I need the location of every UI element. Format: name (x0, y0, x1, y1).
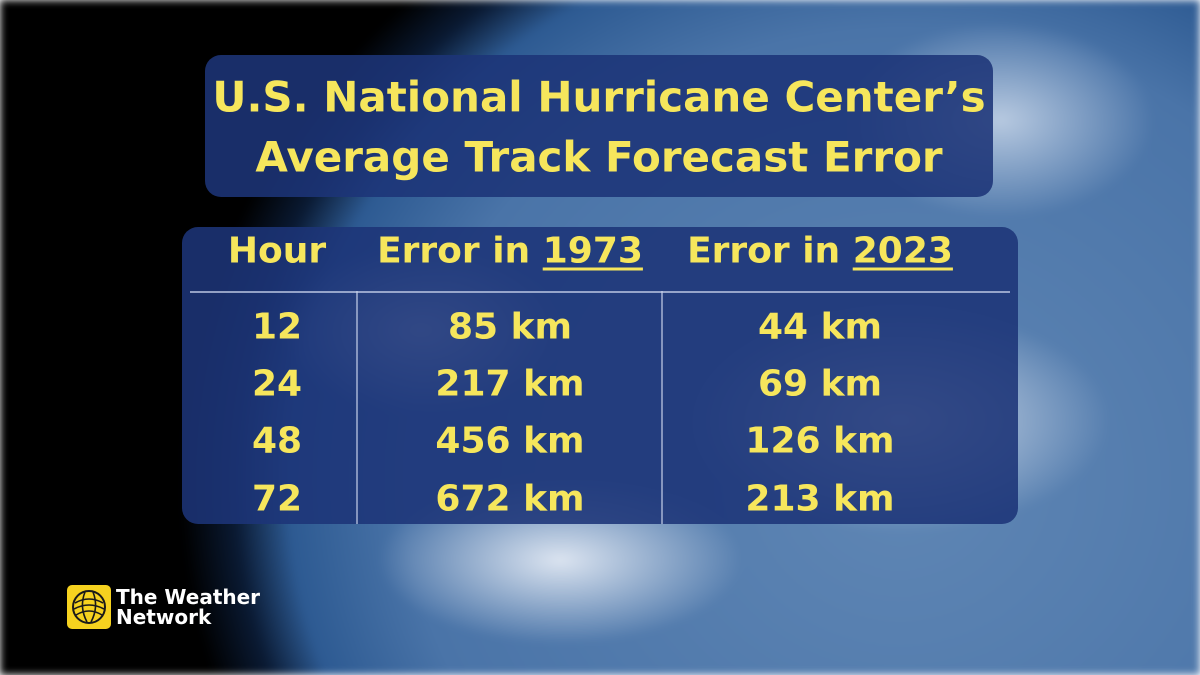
table-cell: 456 km (435, 420, 585, 462)
header-year: 1973 (542, 230, 643, 272)
header-text: Error in (377, 230, 531, 272)
table-cell: 672 km (435, 478, 585, 520)
column-header: Error in 1973 (377, 231, 643, 272)
table-cell: 44 km (757, 306, 883, 348)
title-line: U.S. National Hurricane Center’s (212, 72, 986, 122)
title-box: U.S. National Hurricane Center’s Average… (205, 55, 993, 197)
table-cell: 12 (251, 306, 303, 348)
logo-icon (67, 585, 111, 629)
table-cell: 69 km (757, 363, 883, 405)
header-divider (190, 291, 1010, 293)
header-year: 2023 (852, 230, 953, 272)
header-text: Hour (227, 230, 327, 272)
table-cell: 126 km (745, 420, 895, 462)
table-cell: 85 km (447, 306, 573, 348)
table-cell: 213 km (745, 478, 895, 520)
column-divider (661, 291, 663, 524)
logo-globe (72, 590, 106, 624)
table-cell: 24 (251, 363, 303, 405)
logo-text: The Weather (116, 585, 261, 609)
table-cell: 48 (251, 420, 303, 462)
header-text: Error in (687, 230, 841, 272)
logo-text: Network (116, 605, 212, 629)
table-cell: 217 km (435, 363, 585, 405)
column-header: Hour (228, 231, 326, 272)
table: Hour Error in 1973 Error in 2023 12 85 km 44 … (182, 227, 1018, 524)
table-cell: 72 (251, 478, 303, 520)
column-header: Error in 2023 (687, 231, 953, 272)
title-line: Average Track Forecast Error (255, 132, 943, 182)
column-divider (356, 291, 358, 524)
